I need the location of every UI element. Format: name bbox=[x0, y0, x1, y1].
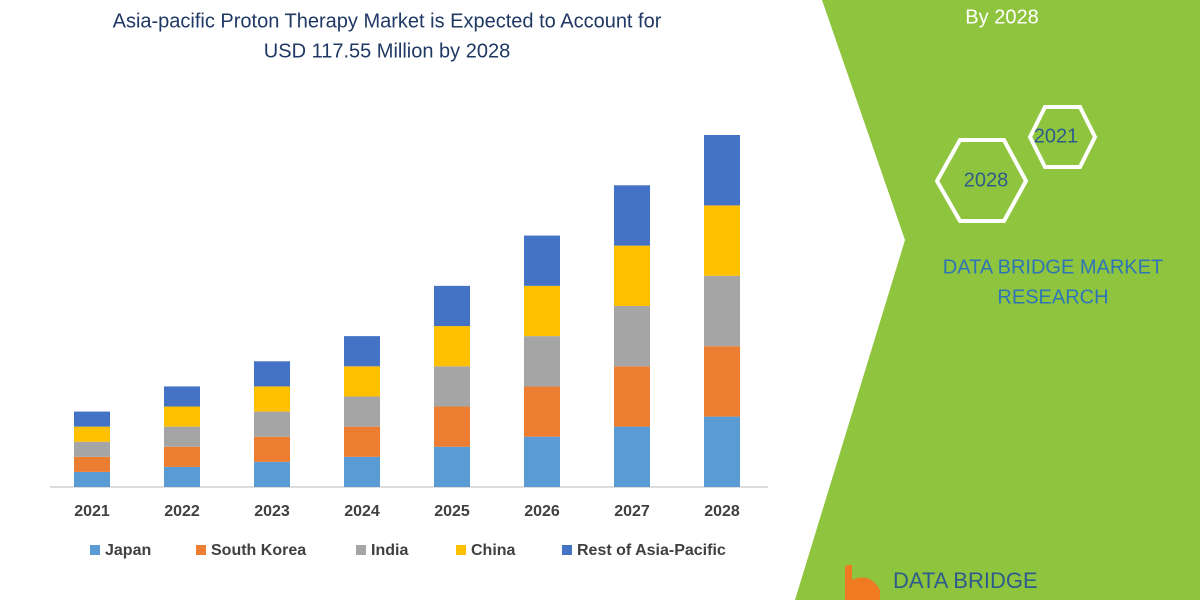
bar-segment bbox=[74, 411, 110, 427]
bar-segment bbox=[614, 185, 650, 246]
bar-segment bbox=[344, 456, 380, 487]
bar-segment bbox=[164, 426, 200, 447]
bar-segment bbox=[434, 446, 470, 487]
x-tick-label: 2023 bbox=[254, 503, 290, 520]
bar-segment bbox=[254, 411, 290, 437]
bar-segment bbox=[164, 386, 200, 407]
bar-segment bbox=[524, 386, 560, 437]
legend-swatch bbox=[456, 545, 466, 555]
bar-segment bbox=[524, 336, 560, 387]
bar-segment bbox=[344, 396, 380, 427]
bar-segment bbox=[344, 366, 380, 397]
legend-swatch bbox=[356, 545, 366, 555]
bar-segment bbox=[164, 406, 200, 427]
bar-segment bbox=[74, 426, 110, 442]
legend-swatch bbox=[562, 545, 572, 555]
bar-segment bbox=[434, 366, 470, 407]
bar-segment bbox=[254, 461, 290, 487]
logo-text: DATA BRIDGE bbox=[893, 568, 1038, 593]
bar-segment bbox=[614, 426, 650, 487]
bar-segment bbox=[524, 285, 560, 337]
bar-segment bbox=[614, 305, 650, 367]
bar-segment bbox=[164, 466, 200, 487]
bar-segment bbox=[704, 416, 740, 487]
hexagon bbox=[934, 138, 1029, 223]
chart-title: USD 117.55 Million by 2028 bbox=[264, 40, 510, 62]
chart-title: Asia-pacific Proton Therapy Market is Ex… bbox=[113, 10, 662, 32]
legend-label: South Korea bbox=[211, 542, 306, 559]
bar-segment bbox=[704, 275, 740, 347]
hexagon bbox=[1027, 105, 1098, 169]
legend-swatch bbox=[90, 545, 100, 555]
x-tick-label: 2021 bbox=[74, 503, 110, 520]
bar-segment bbox=[74, 456, 110, 472]
x-tick-label: 2024 bbox=[344, 503, 380, 520]
brand-text: DATA BRIDGE MARKET bbox=[943, 256, 1163, 278]
hexagon-label: 2021 bbox=[1034, 125, 1079, 147]
green-panel bbox=[795, 0, 1200, 600]
x-tick-label: 2026 bbox=[524, 503, 560, 520]
legend-label: Japan bbox=[105, 542, 151, 559]
bar-segment bbox=[254, 436, 290, 462]
bar-segment bbox=[164, 446, 200, 467]
bar-segment bbox=[524, 436, 560, 487]
bar-segment bbox=[524, 235, 560, 286]
x-tick-label: 2022 bbox=[164, 503, 200, 520]
bar-segment bbox=[614, 366, 650, 427]
legend-label: Rest of Asia-Pacific bbox=[577, 542, 726, 559]
bar-segment bbox=[74, 471, 110, 487]
hexagon-label: 2028 bbox=[964, 169, 1009, 191]
brand-text: RESEARCH bbox=[997, 286, 1108, 308]
legend-label: China bbox=[471, 542, 516, 559]
panel-caption: By 2028 bbox=[965, 6, 1038, 28]
bar-segment bbox=[614, 245, 650, 306]
bar-segment bbox=[434, 326, 470, 367]
legend-label: India bbox=[371, 542, 408, 559]
bar-segment bbox=[254, 386, 290, 412]
bar-segment bbox=[254, 361, 290, 387]
bar-segment bbox=[74, 441, 110, 457]
bar-segment bbox=[344, 336, 380, 367]
x-tick-label: 2028 bbox=[704, 503, 740, 520]
bar-segment bbox=[704, 135, 740, 206]
legend-swatch bbox=[196, 545, 206, 555]
bar-segment bbox=[434, 285, 470, 327]
bar-segment bbox=[344, 426, 380, 457]
x-tick-label: 2025 bbox=[434, 503, 470, 520]
bar-segment bbox=[704, 346, 740, 417]
bar-segment bbox=[704, 205, 740, 276]
logo-icon bbox=[845, 565, 880, 600]
x-tick-label: 2027 bbox=[614, 503, 650, 520]
bar-segment bbox=[434, 406, 470, 447]
